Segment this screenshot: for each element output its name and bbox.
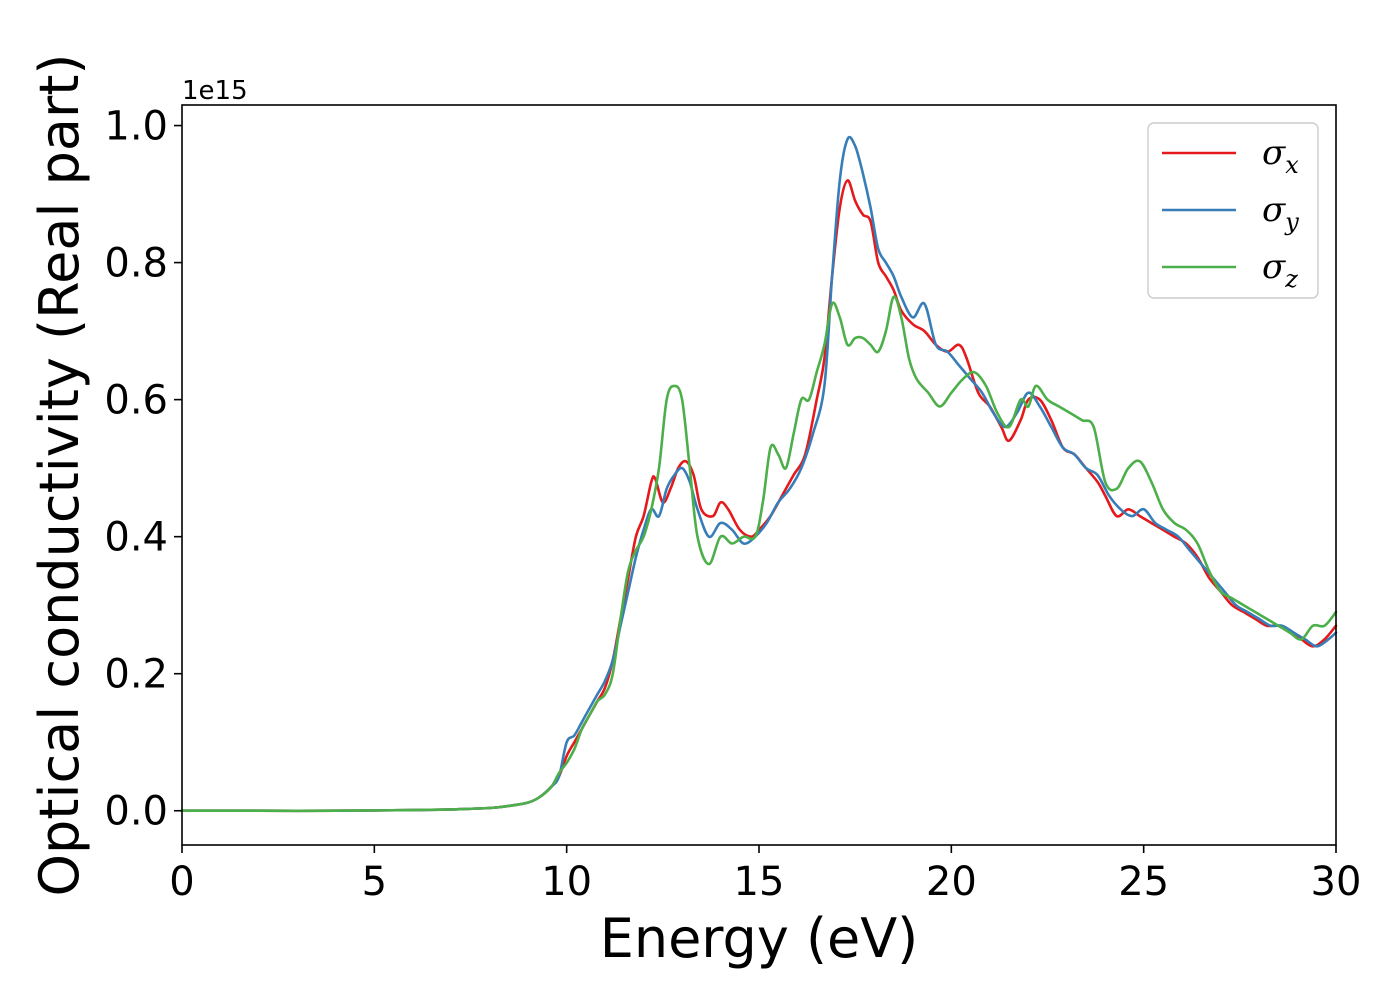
legend-label-x: σx bbox=[1262, 133, 1299, 179]
y-tick-label: 0.8 bbox=[104, 241, 168, 287]
x-tick-label: 5 bbox=[362, 859, 387, 905]
y-tick-label: 0.4 bbox=[104, 515, 168, 561]
y-tick-label: 0.6 bbox=[104, 378, 168, 424]
y-tick-label: 1.0 bbox=[104, 104, 168, 150]
y-tick-label: 0.2 bbox=[104, 652, 168, 698]
series-layer bbox=[180, 135, 1338, 813]
y-offset-text: 1e15 bbox=[182, 76, 248, 106]
x-axis-label: Energy (eV) bbox=[600, 907, 919, 970]
ticks-layer: 0 5 10 15 20 25 30 0.0 0.2 0.4 0.6 0.8 1.0 bbox=[104, 104, 1361, 905]
x-tick-label: 0 bbox=[169, 859, 194, 905]
y-tick-label: 0.0 bbox=[104, 789, 168, 835]
series-line-y bbox=[180, 135, 1338, 813]
x-tick-label: 25 bbox=[1118, 859, 1169, 905]
series-line-z bbox=[180, 295, 1338, 813]
y-axis-label: Optical conductivity (Real part) bbox=[28, 54, 91, 897]
x-tick-label: 10 bbox=[541, 859, 592, 905]
x-tick-label: 20 bbox=[926, 859, 977, 905]
x-tick-label: 15 bbox=[734, 859, 785, 905]
x-tick-label: 30 bbox=[1311, 859, 1362, 905]
